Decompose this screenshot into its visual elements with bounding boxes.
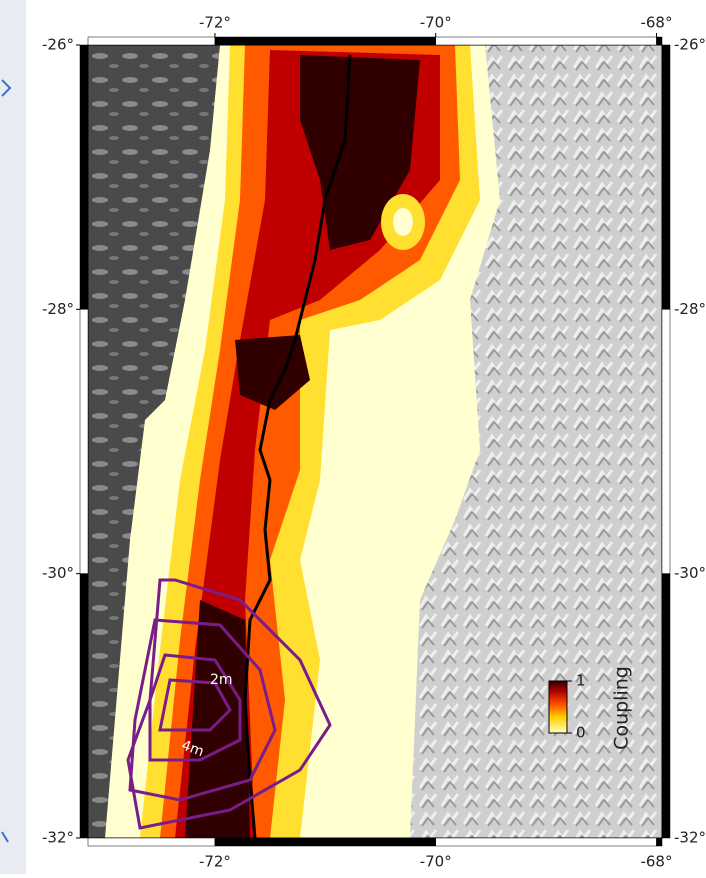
frame-bar — [662, 574, 670, 838]
frame-bar — [215, 37, 436, 45]
frame-bar — [656, 838, 662, 846]
side-panel — [0, 0, 26, 874]
frame-bar — [80, 45, 88, 309]
frame-bar — [656, 37, 662, 45]
x-tick-label: -72° — [199, 853, 231, 871]
colorbar-scale — [549, 681, 567, 733]
y-tick-label: -28° — [42, 300, 74, 318]
frame-bar — [88, 37, 215, 45]
coupling-low — [393, 208, 413, 236]
frame-bar — [215, 838, 436, 846]
frame-bar — [80, 574, 88, 838]
y-tick-label: -26° — [42, 36, 74, 54]
frame-bar — [436, 838, 657, 846]
frame-bar — [662, 309, 670, 573]
x-tick-label: -68° — [640, 14, 672, 32]
y-tick-label: -30° — [674, 564, 706, 582]
x-tick-label: -70° — [420, 853, 452, 871]
y-tick-label: -30° — [42, 564, 74, 582]
y-tick-label: -32° — [674, 829, 706, 847]
map-figure: 2m 4m -72°-72°-70°-70°-68°-68°-26°-26°-2… — [0, 0, 706, 874]
colorbar-tick-label: 1 — [576, 672, 586, 690]
frame-bar — [88, 838, 215, 846]
x-tick-label: -68° — [640, 853, 672, 871]
y-tick-label: -26° — [674, 36, 706, 54]
contour-label: 2m — [210, 672, 233, 688]
frame-bar — [436, 37, 657, 45]
x-tick-label: -72° — [199, 14, 231, 32]
x-tick-label: -70° — [420, 14, 452, 32]
frame-bar — [80, 309, 88, 573]
colorbar-title: Coupling — [611, 666, 633, 750]
y-tick-label: -28° — [674, 300, 706, 318]
basemap: 2m 4m — [88, 45, 662, 838]
colorbar-tick-label: 0 — [576, 724, 586, 742]
y-tick-label: -32° — [42, 829, 74, 847]
frame-bar — [662, 45, 670, 309]
